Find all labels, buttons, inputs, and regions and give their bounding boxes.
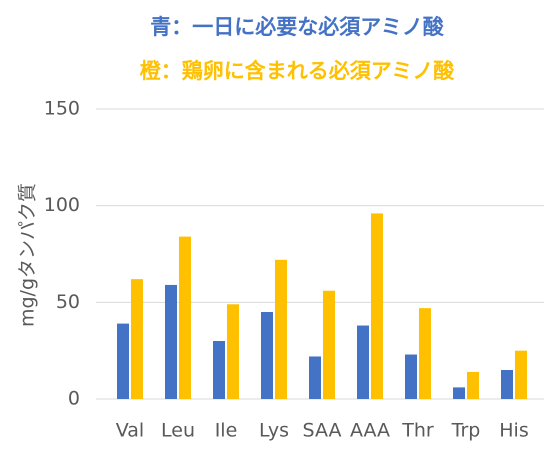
x-tick-label: Lys — [259, 420, 289, 442]
x-tick-label: His — [499, 420, 528, 442]
x-tick-label: AAA — [350, 420, 390, 442]
bar — [501, 370, 513, 399]
bar — [227, 304, 239, 399]
bar — [309, 356, 321, 399]
bar — [213, 341, 225, 399]
bar — [357, 325, 369, 399]
bar — [419, 308, 431, 399]
y-tick-label: 100 — [44, 194, 80, 216]
bar — [117, 323, 129, 399]
bar — [261, 312, 273, 399]
bar — [165, 284, 177, 399]
x-tick-label: Thr — [401, 420, 434, 442]
y-tick-label: 0 — [68, 388, 80, 410]
x-tick-label: Trp — [451, 420, 481, 442]
bar — [467, 371, 479, 399]
x-tick-label: Val — [116, 420, 144, 442]
bar — [453, 387, 465, 399]
x-tick-label: SAA — [303, 420, 342, 442]
bar — [179, 236, 191, 399]
bar — [405, 354, 417, 399]
bar — [371, 213, 383, 399]
bar — [275, 259, 287, 399]
y-tick-label: 150 — [44, 98, 80, 120]
chart-title: 青：一日に必要な必須アミノ酸 — [150, 15, 445, 39]
bar — [131, 279, 143, 399]
y-tick-label: 50 — [56, 291, 80, 313]
chart-subtitle: 橙：鶏卵に含まれる必須アミノ酸 — [140, 59, 456, 83]
bar — [323, 290, 335, 399]
x-tick-label: Ile — [215, 420, 238, 442]
bar — [515, 350, 527, 399]
x-tick-label: Leu — [161, 420, 195, 442]
y-axis-label: mg/gタンパク質 — [17, 183, 39, 327]
